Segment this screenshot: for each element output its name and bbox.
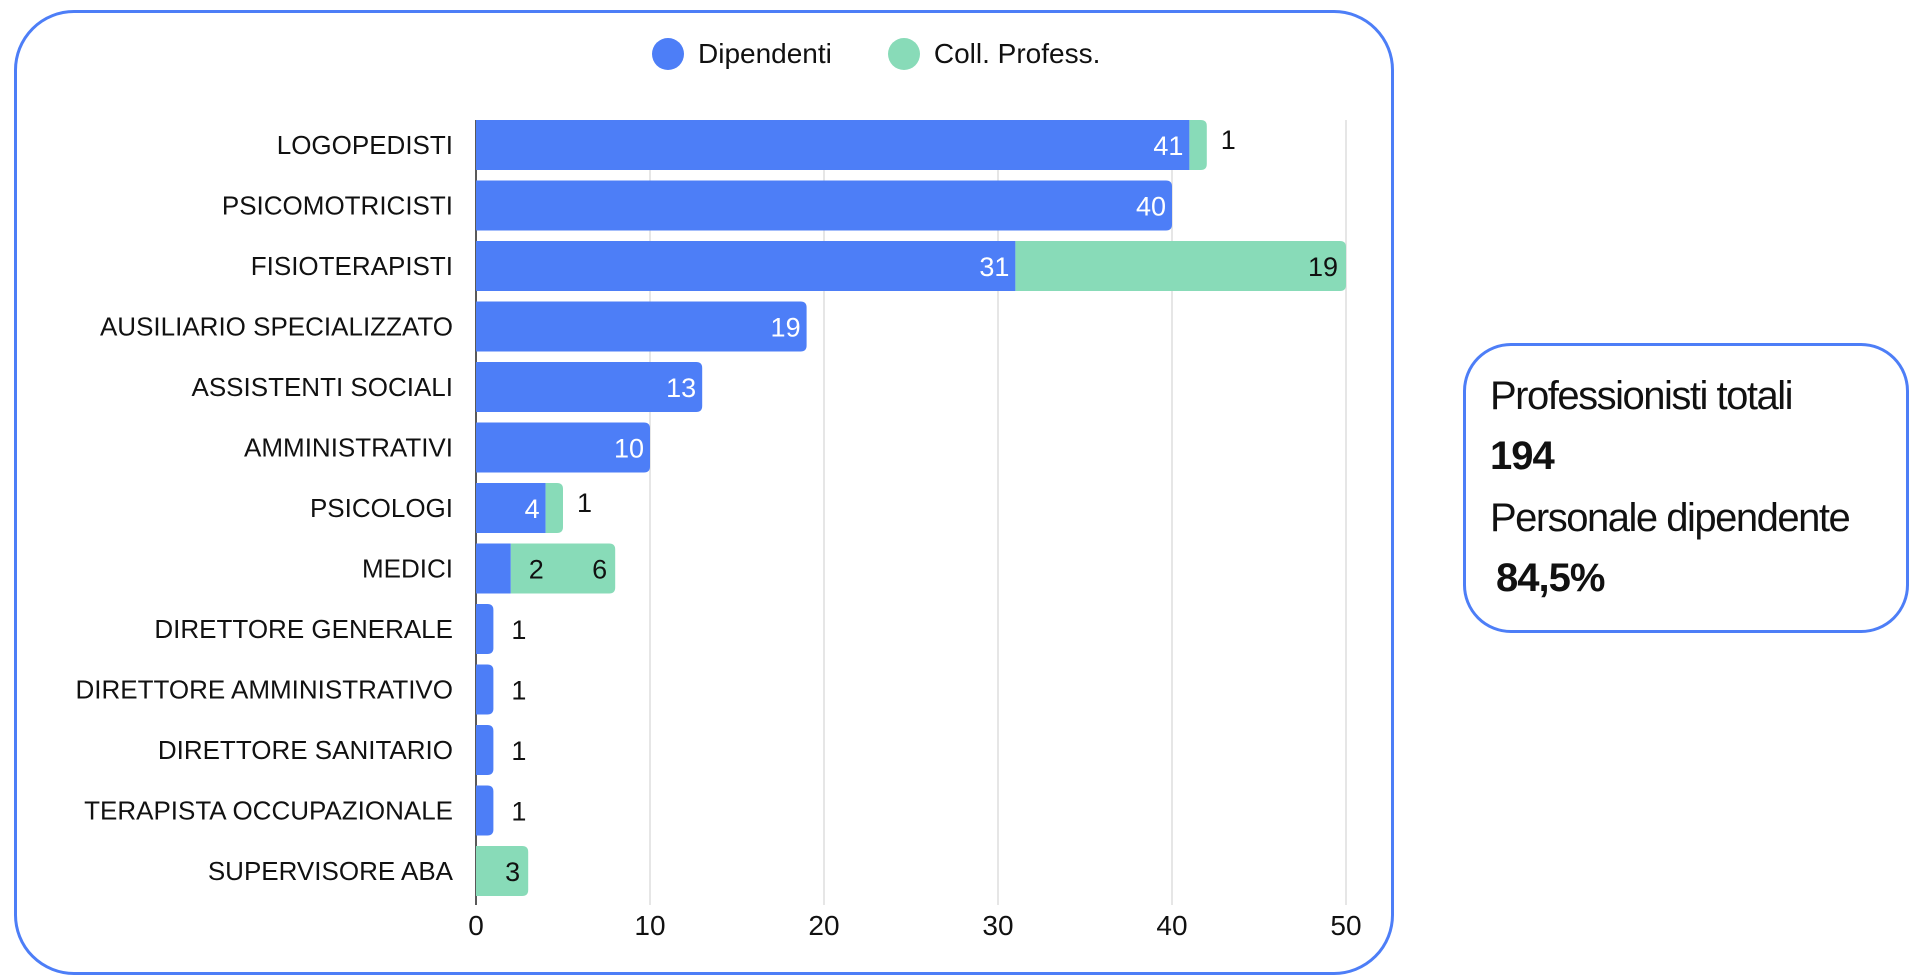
x-tick-label-4: 40 (1156, 910, 1187, 941)
legend-item-collaboratori: Coll. Profess. (887, 38, 1101, 70)
bar-dipendenti-3 (476, 301, 807, 352)
value-label-dipendenti-8: 1 (511, 615, 526, 645)
x-tick-label-2: 20 (808, 910, 839, 941)
x-tick-label-3: 30 (982, 910, 1013, 941)
summary-box: Professionisti totali 194 Personale dipe… (1463, 343, 1909, 633)
category-label-6: PSICOLOGI (310, 493, 453, 523)
value-label-dipendenti-6: 4 (525, 494, 540, 524)
value-label-dipendenti-3: 19 (771, 313, 801, 343)
value-label-dipendenti-1: 40 (1136, 192, 1166, 222)
x-tick-label-0: 0 (468, 910, 484, 941)
category-label-0: LOGOPEDISTI (277, 130, 453, 160)
bar-dipendenti-4 (476, 362, 703, 412)
value-label-dipendenti-4: 13 (666, 373, 696, 403)
bar-collaboratori-6 (545, 483, 563, 533)
category-label-10: DIRETTORE SANITARIO (158, 735, 453, 765)
legend-item-dipendenti: Dipendenti (652, 38, 832, 70)
bar-dipendenti-0 (476, 120, 1190, 170)
value-label-collaboratori-12: 3 (505, 857, 520, 887)
legend-label-collaboratori: Coll. Profess. (933, 38, 1101, 69)
legend-swatch-dipendenti (652, 38, 684, 70)
bar-dipendenti-7 (476, 543, 511, 594)
category-label-1: PSICOMOTRICISTI (222, 191, 453, 221)
bar-dipendenti-1 (476, 180, 1172, 231)
category-label-11: TERAPISTA OCCUPAZIONALE (84, 796, 453, 826)
summary-total-value: 194 (1490, 434, 1555, 478)
summary-employees-value: 84,5% (1496, 556, 1605, 600)
category-label-8: DIRETTORE GENERALE (154, 614, 453, 644)
category-label-3: AUSILIARIO SPECIALIZZATO (100, 312, 453, 342)
bar-collaboratori-7 (510, 543, 616, 594)
bar-collaboratori-12 (476, 846, 529, 896)
category-label-9: DIRETTORE AMMINISTRATIVO (75, 675, 453, 705)
summary-employees-label: Personale dipendente (1490, 496, 1851, 540)
value-label-dipendenti-10: 1 (511, 736, 526, 766)
value-label-dipendenti-11: 1 (511, 797, 526, 827)
bar-dipendenti-2 (476, 241, 1016, 291)
value-label-dipendenti-7: 2 (529, 555, 544, 585)
bar-collaboratori-2 (1015, 241, 1346, 291)
x-tick-label-5: 50 (1330, 910, 1361, 941)
value-label-collaboratori-0: 1 (1221, 125, 1236, 155)
chart-frame (14, 10, 1394, 975)
bar-dipendenti-10 (476, 725, 494, 775)
category-label-12: SUPERVISORE ABA (208, 856, 454, 886)
summary-total-label: Professionisti totali (1490, 374, 1793, 418)
x-tick-label-1: 10 (634, 910, 665, 941)
value-label-dipendenti-2: 31 (979, 252, 1009, 282)
value-label-collaboratori-7: 6 (592, 555, 607, 585)
category-label-4: ASSISTENTI SOCIALI (191, 372, 453, 402)
legend-swatch-collaboratori (887, 38, 920, 70)
bar-dipendenti-6 (476, 483, 546, 533)
bar-dipendenti-9 (476, 664, 494, 715)
bar-dipendenti-5 (476, 422, 650, 473)
chart-legend: Dipendenti Coll. Profess. (652, 38, 1156, 70)
value-label-dipendenti-5: 10 (614, 434, 644, 464)
value-label-collaboratori-2: 19 (1308, 252, 1338, 282)
legend-label-dipendenti: Dipendenti (698, 38, 832, 69)
bar-dipendenti-8 (476, 604, 494, 654)
value-label-collaboratori-6: 1 (577, 488, 592, 518)
bar-collaboratori-0 (1189, 120, 1207, 170)
bar-dipendenti-11 (476, 785, 494, 836)
category-label-7: MEDICI (362, 554, 453, 584)
category-label-5: AMMINISTRATIVI (244, 433, 453, 463)
value-label-dipendenti-0: 41 (1153, 131, 1183, 161)
category-label-2: FISIOTERAPISTI (251, 251, 453, 281)
value-label-dipendenti-9: 1 (511, 676, 526, 706)
